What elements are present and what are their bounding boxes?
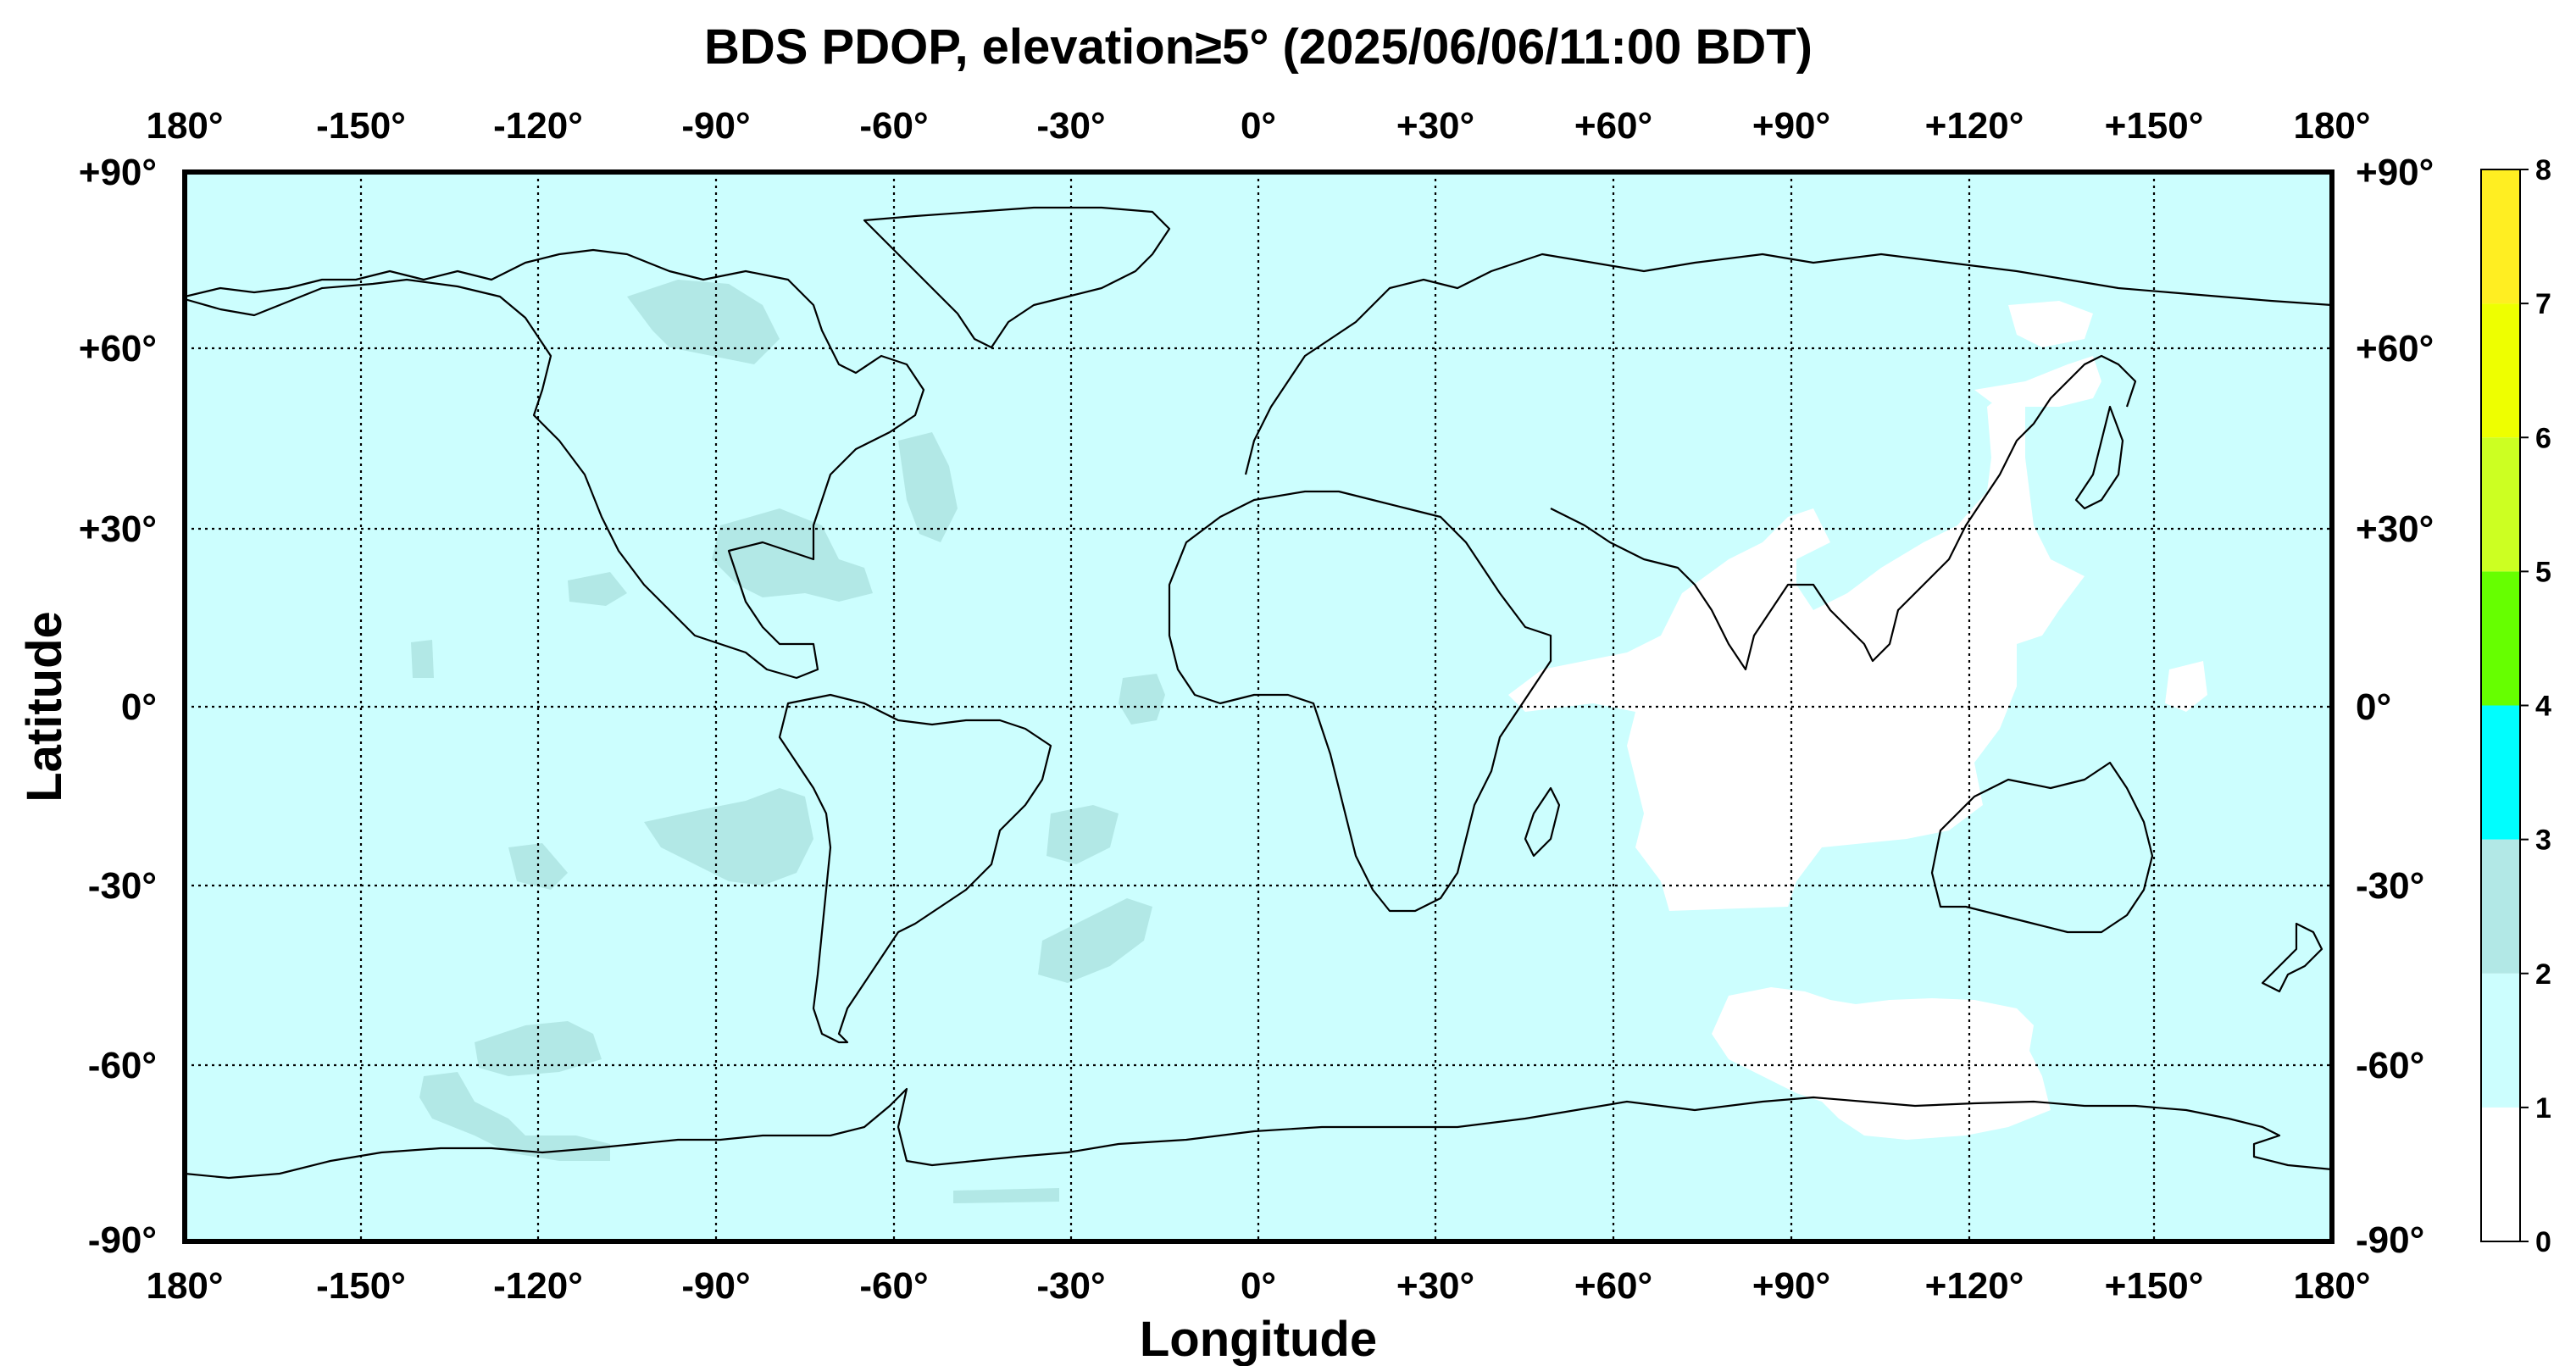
lat-tick-label: -60° [2356,1045,2424,1086]
coastline-australia [1930,761,2154,934]
lon-tick-label: +90° [1752,1265,1830,1307]
colorbar-tick-label: 2 [2535,958,2551,991]
low-pdop-region-indian-ocean [1508,390,2085,911]
lon-tick-label: +30° [1396,1265,1474,1307]
colorbar-tick-label: 4 [2535,691,2551,723]
lat-tick-labels-left: +90° +60° +30° 0° -30° -60° -90° [79,152,157,1261]
colorbar-bin [2481,303,2520,438]
colorbar-tick-label: 1 [2535,1092,2551,1124]
lat-tick-label: -30° [2356,865,2424,907]
lon-tick-label: -90° [681,105,750,147]
coastlines [185,206,2332,1180]
lon-tick-label: 180° [146,105,223,147]
colorbar-bin [2481,973,2520,1108]
lon-tick-label: -150° [316,105,406,147]
colorbar-tick-label: 7 [2535,288,2551,320]
mid-pdop-region-amundsen [419,1072,610,1161]
lon-tick-label: -30° [1036,105,1105,147]
coastline-greenland [863,206,1171,349]
mid-pdop-region-equatorial-atlantic [1119,674,1165,725]
lon-tick-label: +30° [1396,105,1474,147]
colorbar-bin [2481,571,2520,706]
colorbar-bin [2481,839,2520,974]
coastline-madagascar [1524,786,1561,858]
lon-tick-label: -30° [1036,1265,1105,1307]
lon-tick-label: 180° [2293,1265,2370,1307]
mid-pdop-region-pacific-small [411,640,434,678]
colorbar-bin [2481,437,2520,572]
lon-tick-label: +150° [2105,105,2204,147]
y-axis-label: Latitude [17,611,72,802]
coastline-north-america [185,248,925,680]
lon-tick-label: +150° [2105,1265,2204,1307]
lat-tick-label: +30° [2356,508,2434,550]
colorbar-bin [2481,169,2520,304]
colorbar-tick-label: 0 [2535,1226,2551,1258]
lat-tick-label: +90° [79,152,157,193]
x-axis-label: Longitude [1140,1312,1377,1366]
mid-pdop-region-canada [627,280,780,364]
coastline-japan [2074,405,2124,510]
lat-tick-labels-right: +90° +60° +30° 0° -30° -60° -90° [2356,152,2434,1261]
coastline-eurasia-north [1244,253,2332,475]
colorbar-bin [2481,1107,2520,1241]
lat-tick-label: -90° [88,1219,157,1261]
coastline-asia-south [1550,354,2137,671]
lon-tick-label: -90° [681,1265,750,1307]
mid-pdop-region-south-atlantic-2 [1038,898,1152,983]
coastline-south-america [778,693,1052,1044]
colorbar-tick-label: 8 [2535,154,2551,186]
lon-tick-label: -60° [859,1265,928,1307]
lon-tick-labels-top: 180° -150° -120° -90° -60° -30° 0° +30° … [146,105,2370,147]
lat-tick-label: -60° [88,1045,157,1086]
coastline-antarctica [185,1087,2332,1180]
lat-tick-label: -90° [2356,1219,2424,1261]
mid-pdop-region-pacific-south-small [508,843,568,890]
colorbar-tick-label: 5 [2535,556,2551,588]
lon-tick-labels-bottom: 180° -150° -120° -90° -60° -30° 0° +30° … [146,1265,2370,1307]
lon-tick-label: 180° [146,1265,223,1307]
lat-tick-label: +90° [2356,152,2434,193]
map-frame [182,169,2334,1244]
mid-pdop-region-baja [568,572,627,606]
lat-tick-label: 0° [2356,686,2391,728]
lon-tick-label: 0° [1241,105,1276,147]
colorbar: 0 1 2 3 4 5 6 7 8 [2480,154,2551,1258]
colorbar-tick-label: 6 [2535,422,2551,454]
colorbar-bin [2481,705,2520,840]
lat-lon-gridlines [185,172,2332,1241]
lon-tick-label: 180° [2293,105,2370,147]
lon-tick-label: +120° [1925,105,2024,147]
lon-tick-label: -120° [493,1265,583,1307]
low-pdop-region-west-pacific [2165,661,2207,712]
chart-title: BDS PDOP, elevation≥5° (2025/06/06/11:00… [704,19,1813,75]
lon-tick-label: 0° [1241,1265,1276,1307]
low-pdop-region-siberia [2008,301,2093,347]
low-pdop-region-southern-ocean [1712,987,2051,1140]
lat-tick-label: +60° [79,328,157,369]
colorbar-tick-label: 3 [2535,825,2551,857]
mid-pdop-region-nw-atlantic [898,432,958,542]
coastline-new-zealand [2261,922,2323,993]
low-pdop-region-japan-north [1974,356,2101,407]
lon-tick-label: +60° [1574,105,1652,147]
lat-tick-label: +30° [79,508,157,550]
lat-tick-label: -30° [88,865,157,907]
lon-tick-label: -120° [493,105,583,147]
lon-tick-label: +90° [1752,105,1830,147]
lon-tick-label: -60° [859,105,928,147]
lat-tick-label: 0° [121,686,157,728]
mid-pdop-region-weddell [953,1188,1059,1203]
lon-tick-label: +60° [1574,1265,1652,1307]
mid-pdop-region-se-pacific [644,788,813,886]
coastline-africa-eurasia [1168,490,1552,913]
lon-tick-label: -150° [316,1265,406,1307]
lat-tick-label: +60° [2356,328,2434,369]
mid-pdop-region-gulf [712,508,873,602]
pdop-regions [411,280,2207,1203]
mid-pdop-region-south-atlantic [1046,805,1119,864]
lon-tick-label: +120° [1925,1265,2024,1307]
